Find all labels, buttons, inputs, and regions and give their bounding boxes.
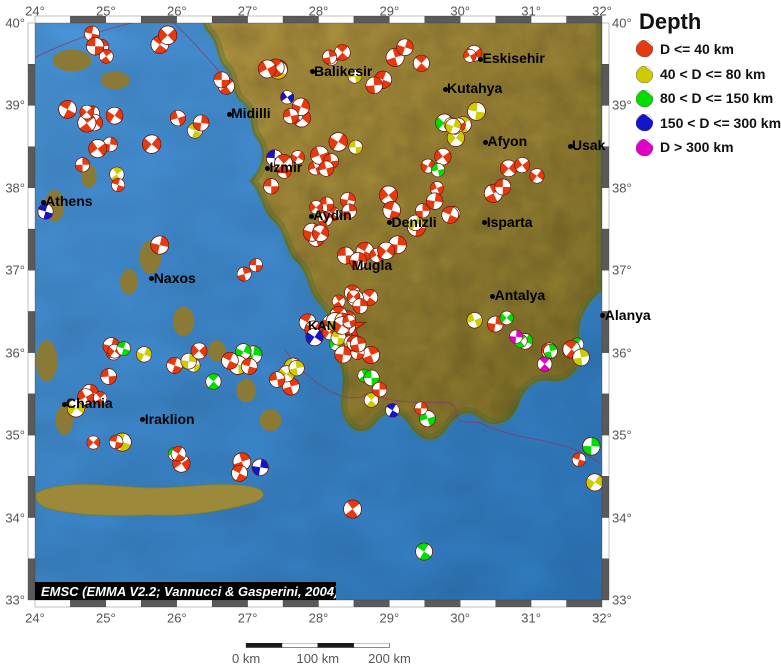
svg-text:100 km: 100 km: [296, 651, 339, 665]
svg-text:200 km: 200 km: [368, 651, 411, 665]
svg-text:0 km: 0 km: [232, 651, 260, 665]
